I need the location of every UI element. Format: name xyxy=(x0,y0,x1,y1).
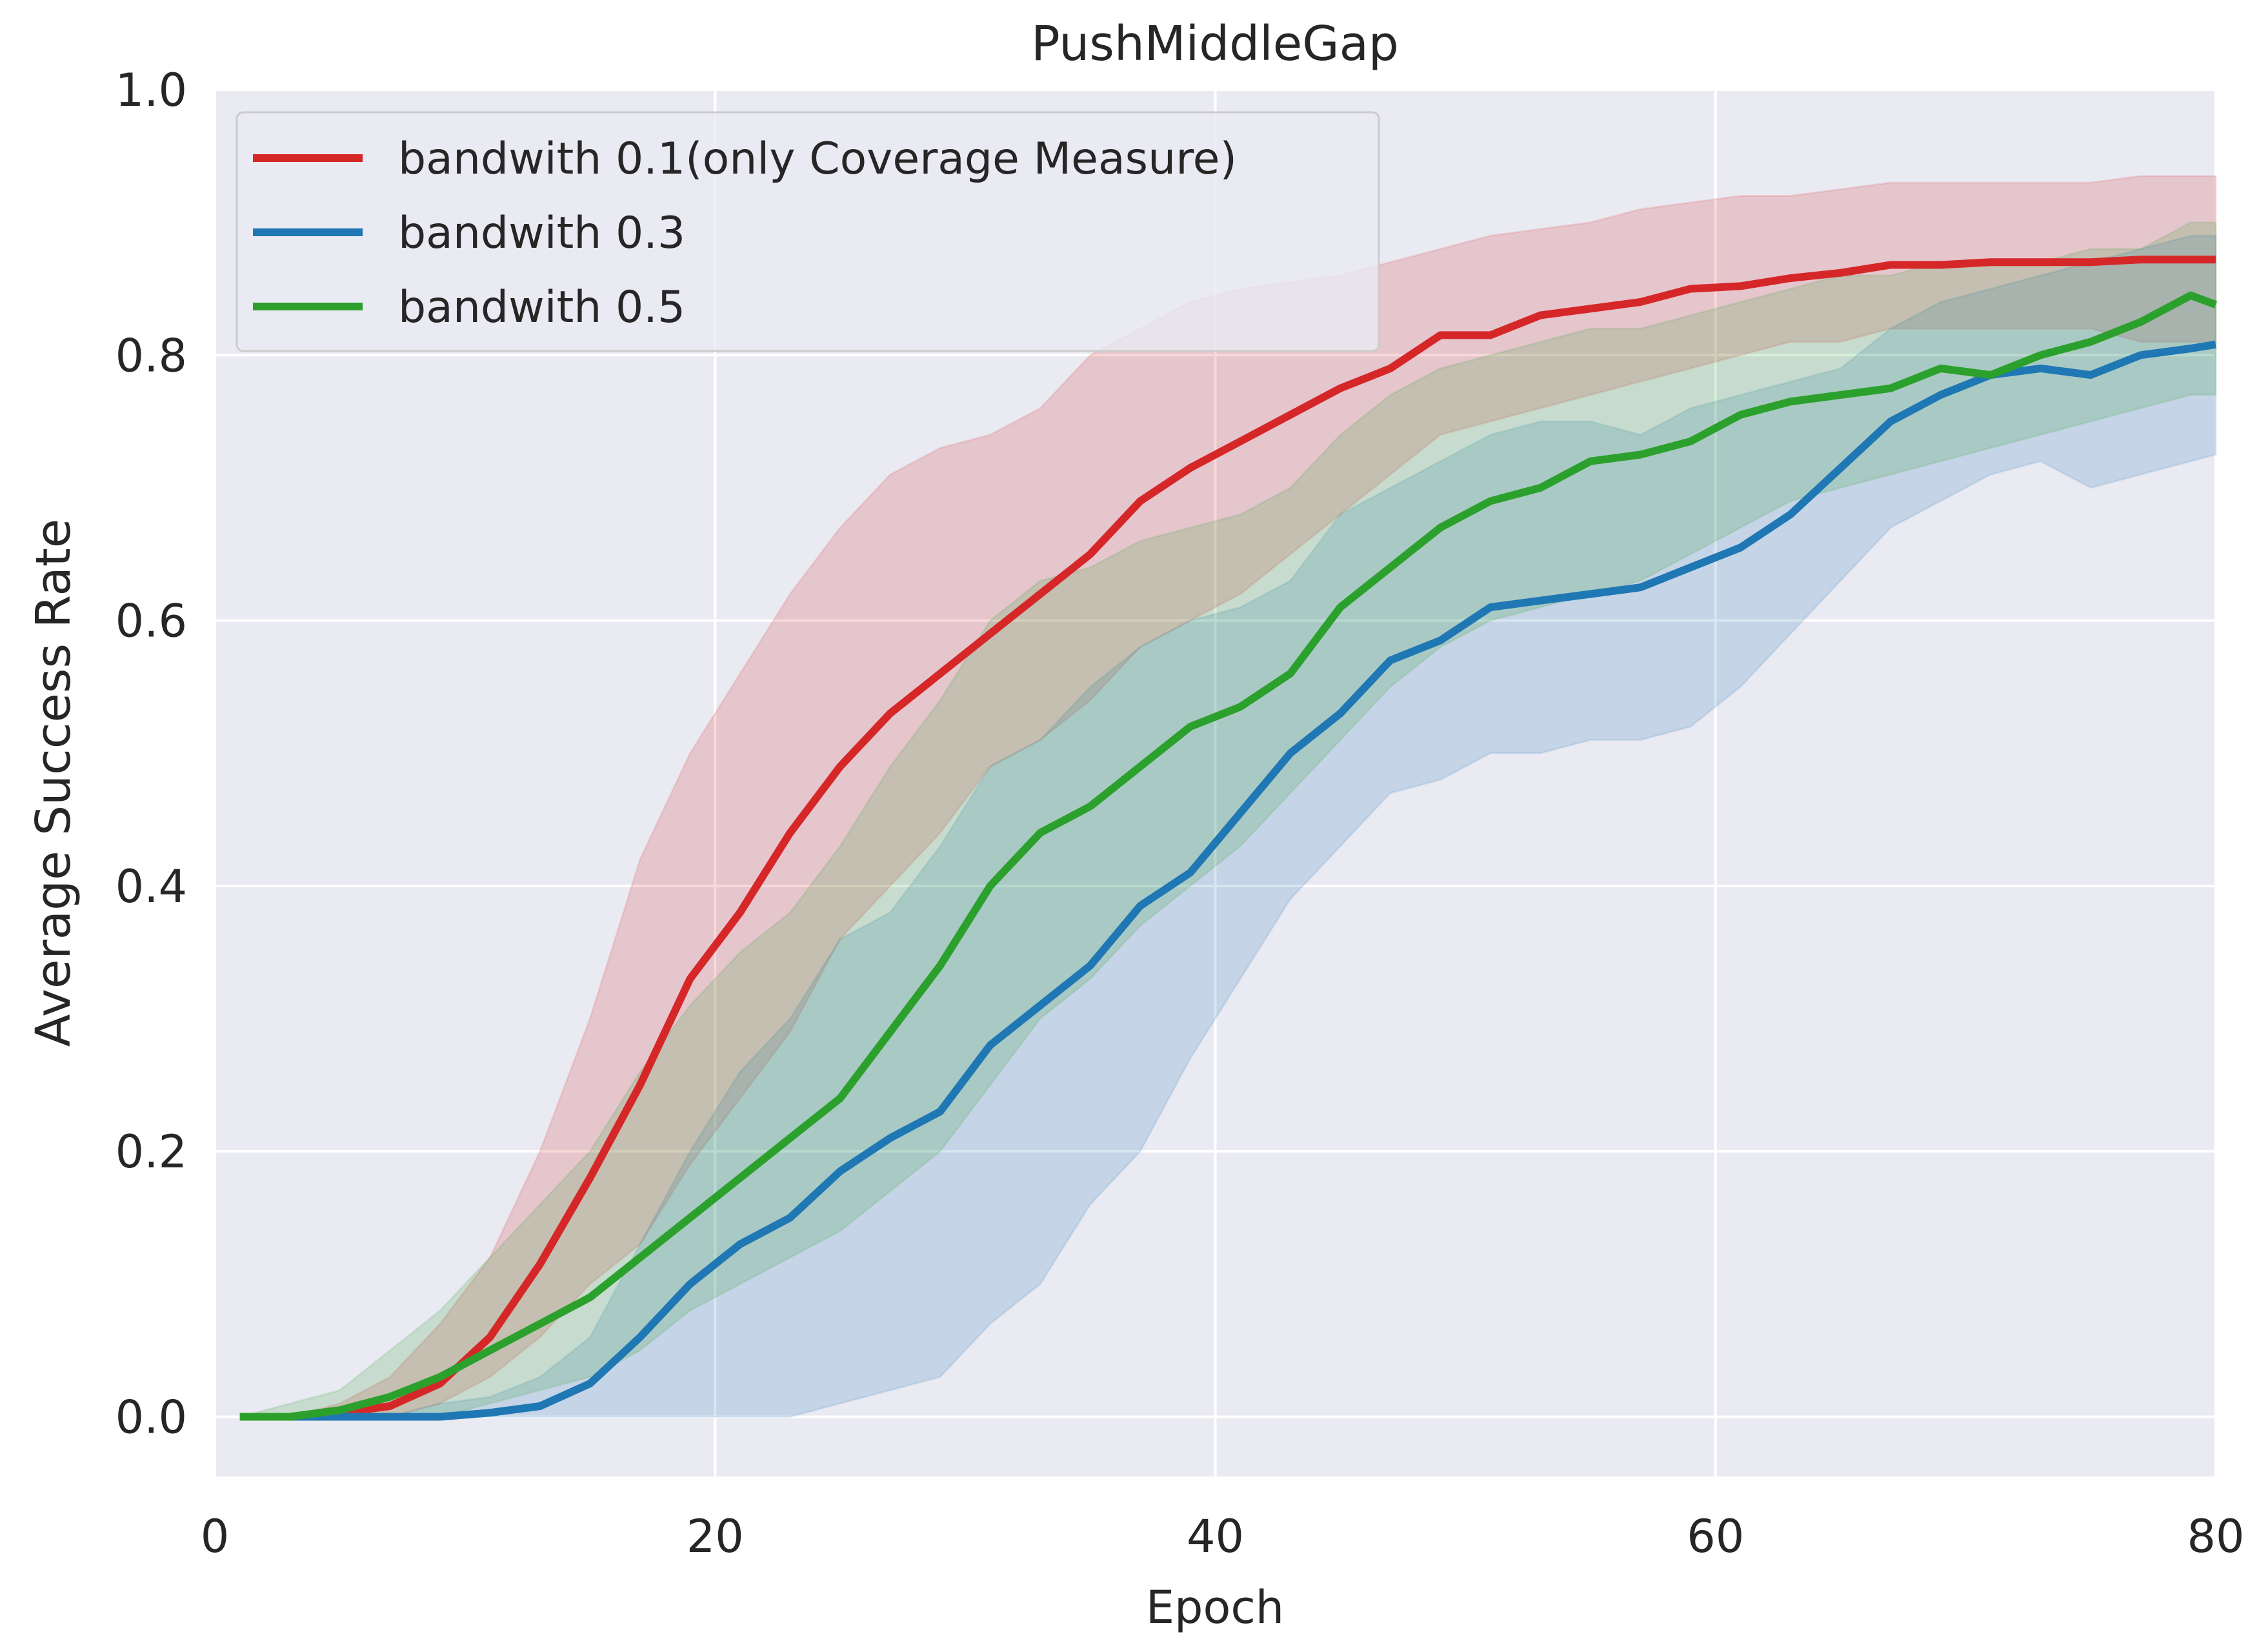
x-tick-label: 40 xyxy=(1187,1510,1244,1563)
legend: bandwith 0.1(only Coverage Measure) bandw… xyxy=(236,111,1380,352)
y-tick-label: 0.8 xyxy=(115,329,187,382)
legend-label: bandwith 0.5 xyxy=(398,282,685,333)
series-lines xyxy=(239,256,2218,1421)
series-line xyxy=(239,291,2218,1421)
x-axis-label: Epoch xyxy=(1146,1581,1284,1634)
y-tick-label: 0.4 xyxy=(115,860,187,913)
series-line xyxy=(239,256,2216,1421)
confidence-band xyxy=(239,221,2217,1418)
legend-items: bandwith 0.1(only Coverage Measure) bandw… xyxy=(253,134,1237,333)
x-tick-label: 60 xyxy=(1687,1510,1744,1563)
x-tick-label: 80 xyxy=(2187,1510,2244,1563)
y-tick-label: 1.0 xyxy=(115,64,187,117)
legend-label: bandwith 0.1(only Coverage Measure) xyxy=(398,134,1237,185)
y-axis-label: Average Success Rate xyxy=(26,519,81,1047)
x-tick-labels: 0 20 40 60 80 xyxy=(201,1510,2245,1563)
legend-label: bandwith 0.3 xyxy=(398,208,685,259)
y-tick-labels: 0.0 0.2 0.4 0.6 0.8 1.0 xyxy=(115,64,187,1444)
y-tick-label: 0.6 xyxy=(115,595,187,648)
x-tick-label: 20 xyxy=(687,1510,744,1563)
y-tick-label: 0.0 xyxy=(115,1391,187,1444)
series-line xyxy=(239,340,2216,1421)
x-tick-label: 0 xyxy=(201,1510,230,1563)
chart-title: PushMiddleGap xyxy=(1031,16,1399,72)
legend-frame xyxy=(236,111,1380,352)
y-tick-label: 0.2 xyxy=(115,1125,187,1178)
